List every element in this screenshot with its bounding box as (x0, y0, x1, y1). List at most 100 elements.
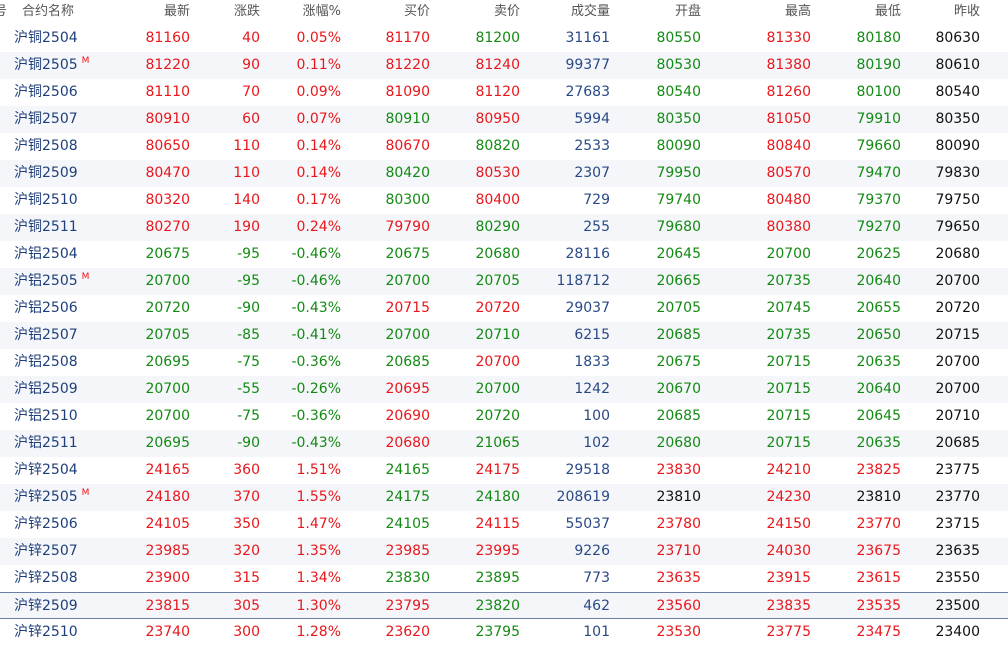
cell-change: -90 (237, 300, 260, 316)
cell-open: 23830 (656, 462, 701, 478)
table-row[interactable]: 沪铜2507 80910 60 0.07% 80910 80950 5994 80350 810… (0, 106, 1008, 133)
cell-volume: 101 (583, 624, 610, 640)
cell-low: 23475 (856, 624, 901, 640)
column-header-volume[interactable]: 成交量 (570, 4, 610, 19)
column-header-name[interactable]: 合约名称 (22, 4, 75, 19)
table-row[interactable]: 沪铜2504 81160 40 0.05% 81170 81200 31161 80550 81… (0, 25, 1008, 52)
table-row[interactable]: 沪锌2504 24165 360 1.51% 24165 24175 29518 23830 2… (0, 457, 1008, 484)
table-row[interactable]: 沪锌2507 23985 320 1.35% 23985 23995 9226 23710 24… (0, 538, 1008, 565)
cell-last: 20695 (145, 435, 190, 451)
cell-prev-close: 20700 (935, 354, 980, 370)
cell-high: 20715 (766, 354, 811, 370)
column-header-last[interactable]: 最新 (163, 4, 190, 19)
column-header-low[interactable]: 最低 (874, 4, 901, 19)
cell-open: 80540 (656, 84, 701, 100)
table-row[interactable]: 沪铝2509 20700 -55 -0.26% 20695 20700 1242 20670 2… (0, 376, 1008, 403)
cell-change: -90 (237, 435, 260, 451)
table-row[interactable]: 沪铝2508 20695 -75 -0.36% 20685 20700 1833 20675 2… (0, 349, 1008, 376)
cell-high: 81260 (766, 84, 811, 100)
cell-low: 80190 (856, 57, 901, 73)
cell-last: 20695 (145, 354, 190, 370)
cell-volume: 29037 (565, 300, 610, 316)
cell-low: 80180 (856, 30, 901, 46)
cell-prev-close: 20710 (935, 408, 980, 424)
cell-open: 20645 (656, 246, 701, 262)
column-header-change[interactable]: 涨跌 (233, 4, 260, 19)
table-row[interactable]: 沪铝2510 20700 -75 -0.36% 20690 20720 100 20685 20… (0, 403, 1008, 430)
cell-ask: 80950 (475, 111, 520, 127)
contract-name-text: 沪铜2506 (14, 84, 78, 100)
cell-ask: 81120 (475, 84, 520, 100)
table-row[interactable]: 沪铝2504 20675 -95 -0.46% 20675 20680 28116 20645… (0, 241, 1008, 268)
main-contract-badge: M (81, 488, 90, 498)
cell-ask: 80290 (475, 219, 520, 235)
column-header-ask[interactable]: 卖价 (493, 4, 520, 19)
column-header-high[interactable]: 最高 (784, 4, 811, 19)
cell-volume: 55037 (565, 516, 610, 532)
cell-bid: 20685 (385, 354, 430, 370)
cell-ask: 20710 (475, 327, 520, 343)
cell-prev-close: 20700 (935, 273, 980, 289)
cell-volume: 27683 (565, 84, 610, 100)
cell-last: 23740 (145, 624, 190, 640)
cell-volume: 31161 (565, 30, 610, 46)
cell-bid: 23830 (385, 570, 430, 586)
cell-low: 79470 (856, 165, 901, 181)
table-row[interactable]: 沪铜2510 80320 140 0.17% 80300 80400 729 79740 804… (0, 187, 1008, 214)
cell-change-pct: 0.07% (296, 111, 341, 127)
cell-change-pct: -0.26% (291, 381, 341, 397)
cell-contract-name: 沪铝2510 (14, 403, 114, 430)
contract-name-text: 沪铝2508 (14, 354, 78, 370)
table-row[interactable]: 沪铝2511 20695 -90 -0.43% 20680 21065 102 20680 20… (0, 430, 1008, 457)
cell-bid: 20700 (385, 273, 430, 289)
table-row[interactable]: 沪铜2505 M 81220 90 0.11% 81220 81240 99377 80530 8… (0, 52, 1008, 79)
table-row[interactable]: 沪铜2506 81110 70 0.09% 81090 81120 27683 80540 81… (0, 79, 1008, 106)
column-header-change-pct[interactable]: 涨幅% (302, 4, 341, 19)
cell-contract-name: 沪锌2507 (14, 538, 114, 565)
cell-change: -85 (237, 327, 260, 343)
table-row[interactable]: 沪锌2508 23900 315 1.34% 23830 23895 773 23635 239… (0, 565, 1008, 592)
cell-prev-close: 79750 (935, 192, 980, 208)
column-header-index[interactable]: 号 (0, 4, 8, 19)
cell-contract-name: 沪锌2505 M (14, 484, 114, 511)
table-row[interactable]: 沪铜2511 80270 190 0.24% 79790 80290 255 79680 803… (0, 214, 1008, 241)
column-header-open[interactable]: 开盘 (674, 4, 701, 19)
cell-open: 20705 (656, 300, 701, 316)
table-row[interactable]: 沪铜2509 80470 110 0.14% 80420 80530 2307 79950 80… (0, 160, 1008, 187)
table-row[interactable]: 沪锌2509 23815 305 1.30% 23795 23820 462 23560 238… (0, 592, 1008, 619)
table-row[interactable]: 沪铝2506 20720 -90 -0.43% 20715 20720 29037 20705… (0, 295, 1008, 322)
table-row[interactable]: 沪锌2505 M 24180 370 1.55% 24175 24180 208619 2381… (0, 484, 1008, 511)
table-row[interactable]: 沪铜2508 80650 110 0.14% 80670 80820 2533 80090 80… (0, 133, 1008, 160)
cell-high: 20715 (766, 408, 811, 424)
cell-high: 24150 (766, 516, 811, 532)
table-row[interactable]: 沪锌2510 23740 300 1.28% 23620 23795 101 23530 237… (0, 619, 1008, 646)
cell-contract-name: 沪铜2510 (14, 187, 114, 214)
cell-volume: 118712 (556, 273, 610, 289)
cell-change: 140 (233, 192, 260, 208)
cell-high: 80840 (766, 138, 811, 154)
cell-volume: 29518 (565, 462, 610, 478)
cell-contract-name: 沪铝2507 (14, 322, 114, 349)
column-header-bid[interactable]: 买价 (403, 4, 430, 19)
cell-change: -55 (237, 381, 260, 397)
cell-bid: 20675 (385, 246, 430, 262)
cell-ask: 20700 (475, 354, 520, 370)
cell-change-pct: 1.47% (296, 516, 341, 532)
cell-bid: 79790 (385, 219, 430, 235)
cell-ask: 20700 (475, 381, 520, 397)
table-row[interactable]: 沪铝2507 20705 -85 -0.41% 20700 20710 6215 20685 2… (0, 322, 1008, 349)
cell-open: 23710 (656, 543, 701, 559)
contract-name-text: 沪铝2507 (14, 327, 78, 343)
cell-last: 20675 (145, 246, 190, 262)
cell-bid: 24165 (385, 462, 430, 478)
table-row[interactable]: 沪锌2506 24105 350 1.47% 24105 24115 55037 23780 2… (0, 511, 1008, 538)
column-header-prev-close[interactable]: 昨收 (953, 4, 980, 19)
cell-last: 80650 (145, 138, 190, 154)
cell-open: 20680 (656, 435, 701, 451)
cell-volume: 28116 (565, 246, 610, 262)
cell-contract-name: 沪锌2509 (14, 593, 114, 620)
cell-volume: 102 (583, 435, 610, 451)
contract-name-text: 沪铜2507 (14, 111, 78, 127)
table-row[interactable]: 沪铝2505 M 20700 -95 -0.46% 20700 20705 118712 206… (0, 268, 1008, 295)
